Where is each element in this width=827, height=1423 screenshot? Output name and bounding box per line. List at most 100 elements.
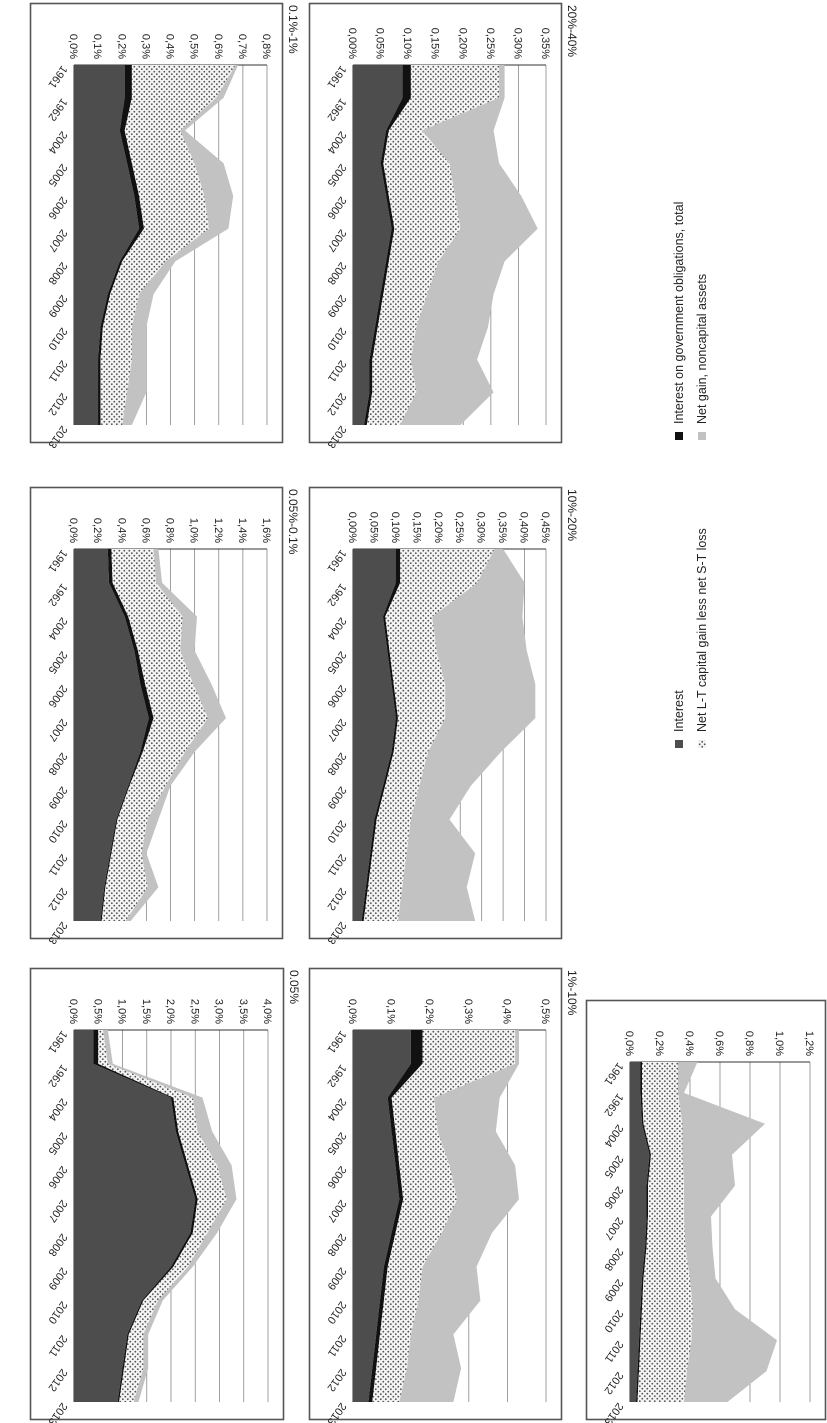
chart-0-ytick-label: 1,0% [116, 999, 128, 1024]
chart-3-ytick-label: 0,1% [385, 999, 397, 1024]
chart-1-ytick-label: 0,2% [91, 518, 103, 543]
chart-4-ytick-label: 0,00% [346, 512, 358, 543]
chart-6-ytick-label: 0,2% [653, 1031, 665, 1056]
chart-5-title: 20%-40% [565, 5, 579, 57]
legend-swatch-interest [675, 740, 683, 748]
chart-6-ytick-label: 1,0% [773, 1031, 785, 1056]
chart-1-ytick-label: 1,4% [236, 518, 248, 543]
chart-5-area-interest [353, 65, 403, 425]
chart-5-ytick-label: 0,10% [401, 28, 413, 59]
chart-6: 40%-1000,0%0,2%0,4%0,6%0,8%1,0%1,2%19611… [585, 999, 827, 1423]
chart-1-ytick-label: 1,6% [260, 518, 272, 543]
chart-6-ytick-label: 0,4% [683, 1031, 695, 1056]
chart-2: 0.1%-1% 0,0% 0,1% 0,2% 0,3% 0,4% 0,5% 0,6% 0,7% 0… [29, 2, 300, 450]
chart-5-area-gov-interest [364, 65, 411, 425]
chart-0-area-interest [74, 1030, 196, 1402]
chart-4-ytick-label: 0,15% [410, 512, 422, 543]
chart-1-area-noncapital [125, 549, 226, 921]
chart-0-ytick-label: 2,5% [188, 999, 200, 1024]
chart-2-ytick-label: 0,1% [91, 34, 103, 59]
chart-2-ytick-label: 0,4% [164, 34, 176, 59]
chart-6-ytick-label: 0,6% [713, 1031, 725, 1056]
chart-2-area-noncapital [122, 65, 239, 425]
chart-6-area-interest [630, 1062, 650, 1402]
chart-1-ytick-label: 0,0% [67, 518, 79, 543]
chart-2-ytick-label: 0,3% [139, 34, 151, 59]
chart-3-ytick-label: 0,3% [462, 999, 474, 1024]
chart-5-area-capital-gain [366, 65, 500, 425]
legend-label-noncapital: Net gain, noncapital assets [695, 274, 709, 424]
chart-0-ytick-label: 0,5% [91, 999, 103, 1024]
chart-1-area-interest [74, 549, 149, 921]
chart-1-ytick-label: 1,0% [188, 518, 200, 543]
chart-2-title: 0.1%-1% [286, 5, 300, 54]
chart-0-ytick-label: 3,5% [237, 999, 249, 1024]
chart-3-area-noncapital [399, 1030, 519, 1402]
chart-6-ytick-label: 1,2% [803, 1031, 815, 1056]
legend-label-interest: Interest [672, 690, 686, 732]
chart-1-ytick-label: 0,6% [139, 518, 151, 543]
chart-6-area-noncapital [678, 1062, 777, 1402]
legend: Interest Net L-T capital gain less net S… [672, 202, 709, 748]
legend-label-gov-interest: Interest on government obligations, tota… [672, 202, 686, 424]
chart-5-ytick-label: 0,05% [374, 28, 386, 59]
chart-2-ytick-label: 0,6% [212, 34, 224, 59]
chart-0-ytick-label: 2,0% [164, 999, 176, 1024]
chart-4-area-capital-gain [363, 549, 495, 921]
chart-1-ytick-label: 0,8% [164, 518, 176, 543]
chart-4-ytick-label: 0,10% [389, 512, 401, 543]
chart-4-ytick-label: 0,30% [475, 512, 487, 543]
legend-swatch-gov-interest [675, 432, 683, 440]
chart-5-ytick-label: 0,35% [539, 28, 551, 59]
chart-6-area-capital-gain [637, 1062, 693, 1402]
chart-3-ytick-label: 0,5% [539, 999, 551, 1024]
chart-3-ytick-label: 0,0% [346, 999, 358, 1024]
chart-5-ytick-label: 0,30% [511, 28, 523, 59]
chart-4-ytick-label: 0,25% [453, 512, 465, 543]
chart-5-area-noncapital [399, 65, 538, 425]
chart-0: 0.05% 0,0% 0,5% 1,0% 1,5% 2,0% 2,5% 3,0% 3,5% 4,0… [29, 967, 301, 1423]
chart-0-ytick-label: 0,0% [67, 999, 79, 1024]
chart-0-area-gov-interest [93, 1030, 198, 1402]
chart-3-area-gov-interest [368, 1030, 423, 1402]
chart-5-ytick-label: 0,00% [346, 28, 358, 59]
chart-5-ytick-label: 0,20% [456, 28, 468, 59]
chart-1-area-gov-interest [100, 549, 154, 921]
chart-2-ytick-label: 0,7% [236, 34, 248, 59]
chart-4-area-interest [353, 549, 396, 921]
chart-3-ytick-label: 0,2% [423, 999, 435, 1024]
chart-0-title: 0.05% [287, 970, 301, 1004]
legend-label-capital-gain: Net L-T capital gain less net S-T loss [695, 528, 709, 732]
chart-3-ytick-label: 0,4% [500, 999, 512, 1024]
chart-0-ytick-label: 3,0% [213, 999, 225, 1024]
chart-4-title: 10%-20% [565, 489, 579, 541]
chart-2-ytick-label: 0,5% [188, 34, 200, 59]
chart-1-ytick-label: 1,2% [212, 518, 224, 543]
chart-4-area-noncapital [398, 549, 536, 921]
chart-1: 0.05%-0.1% 0,0% 0,2% 0,4% 0,6% 0,8% 1,0% 1,2% 1,… [29, 486, 300, 946]
chart-2-area-interest [74, 65, 140, 425]
chart-1-area-capital-gain [101, 549, 208, 921]
chart-4-ytick-label: 0,35% [496, 512, 508, 543]
chart-3-area-capital-gain [372, 1030, 516, 1402]
chart-3-area-interest [353, 1030, 411, 1402]
chart-4: 10%-20% 0,00% 0,05% 0,10% 0,15% 0,20% 0,25% 0,3… [308, 486, 579, 946]
chart-5-ytick-label: 0,25% [484, 28, 496, 59]
chart-4-ytick-label: 0,40% [518, 512, 530, 543]
chart-0-ytick-label: 4,0% [261, 999, 273, 1024]
chart-2-ytick-label: 0,8% [260, 34, 272, 59]
chart-2-area-capital-gain [100, 65, 236, 425]
chart-1-title: 0.05%-0.1% [286, 489, 300, 555]
chart-4-area-gov-interest [361, 549, 401, 921]
chart-2-ytick-label: 0,2% [115, 34, 127, 59]
chart-6-ytick-label: 0,8% [743, 1031, 755, 1056]
chart-0-area-noncapital [103, 1030, 237, 1402]
chart-6-ytick-label: 0,0% [623, 1031, 635, 1056]
chart-4-ytick-label: 0,45% [539, 512, 551, 543]
legend-swatch-noncapital [698, 432, 706, 440]
chart-3-title: 1%-10% [565, 970, 579, 1016]
chart-0-area-capital-gain [98, 1030, 227, 1402]
chart-0-ytick-label: 1,5% [140, 999, 152, 1024]
chart-4-ytick-label: 0,20% [432, 512, 444, 543]
